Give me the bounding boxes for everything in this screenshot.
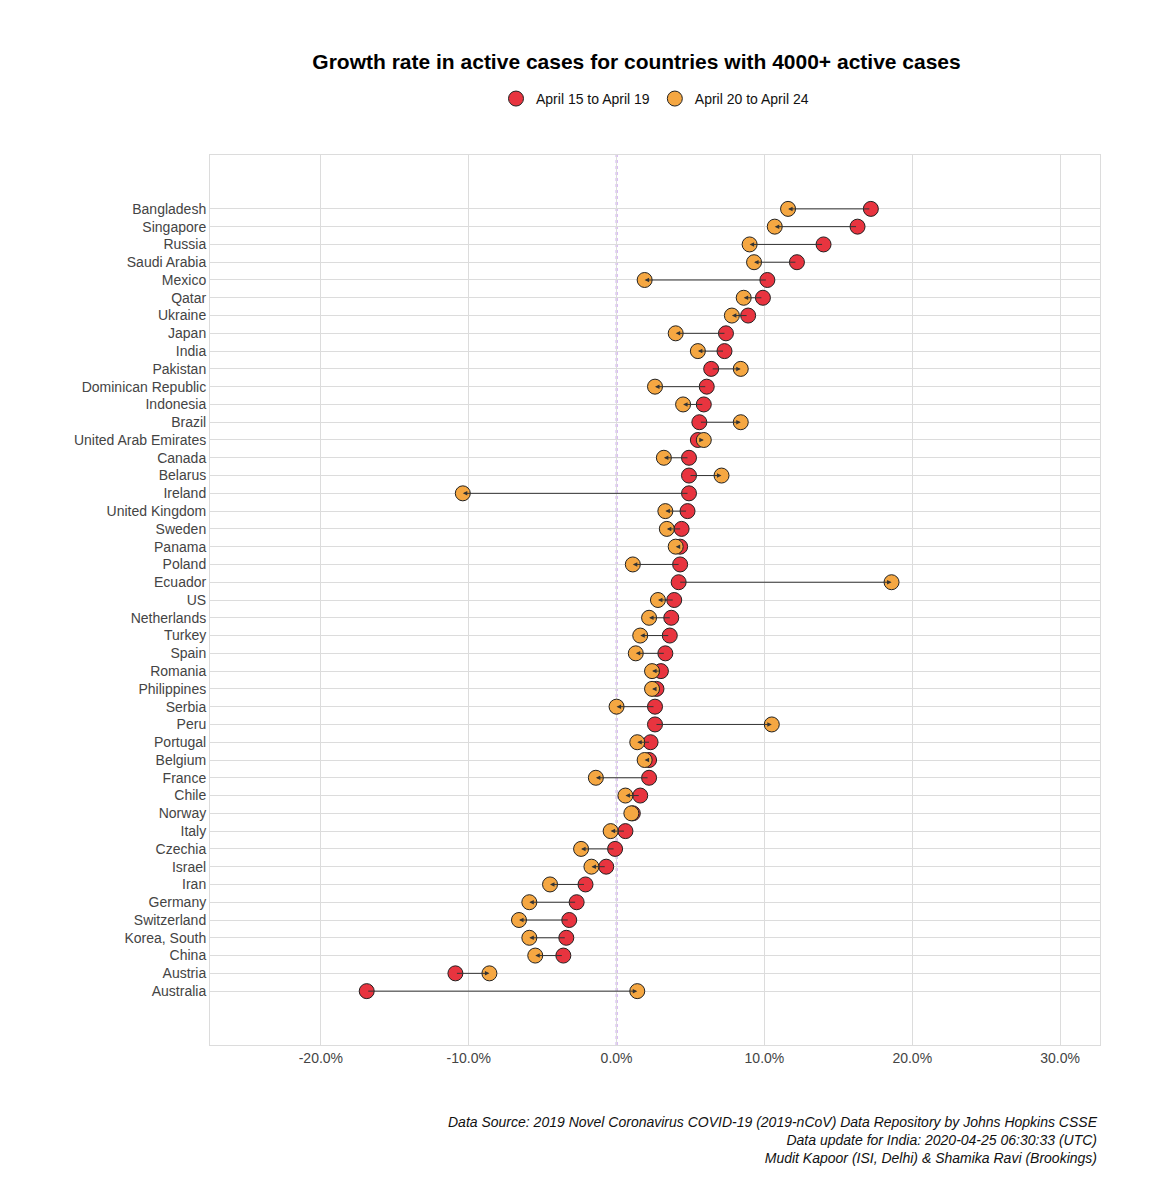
svg-text:India: India: [176, 343, 207, 359]
svg-text:Norway: Norway: [159, 805, 206, 821]
svg-text:Czechia: Czechia: [156, 841, 207, 857]
svg-text:Belgium: Belgium: [156, 752, 207, 768]
svg-text:Ecuador: Ecuador: [154, 574, 206, 590]
svg-text:10.0%: 10.0%: [745, 1050, 785, 1066]
svg-text:Iran: Iran: [182, 876, 206, 892]
svg-text:Belarus: Belarus: [159, 467, 206, 483]
svg-text:Portugal: Portugal: [154, 734, 206, 750]
svg-text:Bangladesh: Bangladesh: [132, 201, 206, 217]
svg-text:Serbia: Serbia: [166, 699, 207, 715]
svg-text:April 15 to April 19: April 15 to April 19: [536, 91, 650, 107]
svg-text:20.0%: 20.0%: [892, 1050, 932, 1066]
svg-text:-20.0%: -20.0%: [299, 1050, 343, 1066]
svg-text:Mexico: Mexico: [162, 272, 207, 288]
svg-text:Israel: Israel: [172, 859, 206, 875]
svg-text:Sweden: Sweden: [156, 521, 207, 537]
svg-text:Japan: Japan: [168, 325, 206, 341]
svg-text:Spain: Spain: [170, 645, 206, 661]
svg-text:Growth rate in active cases fo: Growth rate in active cases for countrie…: [312, 50, 960, 73]
svg-text:Dominican Republic: Dominican Republic: [82, 379, 207, 395]
svg-text:United Arab Emirates: United Arab Emirates: [74, 432, 206, 448]
svg-text:Data Source: 2019 Novel Corona: Data Source: 2019 Novel Coronavirus COVI…: [448, 1114, 1098, 1166]
svg-text:0.0%: 0.0%: [601, 1050, 633, 1066]
svg-text:30.0%: 30.0%: [1040, 1050, 1080, 1066]
svg-text:Ukraine: Ukraine: [158, 307, 206, 323]
svg-text:Australia: Australia: [152, 983, 207, 999]
svg-text:Singapore: Singapore: [142, 219, 206, 235]
svg-text:Switzerland: Switzerland: [134, 912, 206, 928]
svg-text:United Kingdom: United Kingdom: [107, 503, 207, 519]
svg-text:Romania: Romania: [150, 663, 206, 679]
svg-text:Panama: Panama: [154, 539, 206, 555]
svg-text:Ireland: Ireland: [163, 485, 206, 501]
svg-text:Italy: Italy: [181, 823, 207, 839]
svg-text:Poland: Poland: [163, 556, 207, 572]
svg-text:Russia: Russia: [163, 236, 206, 252]
svg-text:France: France: [163, 770, 207, 786]
svg-text:Indonesia: Indonesia: [145, 396, 206, 412]
svg-text:Qatar: Qatar: [171, 290, 206, 306]
svg-text:Austria: Austria: [163, 965, 207, 981]
svg-text:April 20 to April 24: April 20 to April 24: [695, 91, 809, 107]
svg-text:Korea, South: Korea, South: [124, 930, 206, 946]
svg-text:Pakistan: Pakistan: [152, 361, 206, 377]
svg-text:Netherlands: Netherlands: [131, 610, 207, 626]
svg-text:Philippines: Philippines: [138, 681, 206, 697]
svg-text:Turkey: Turkey: [164, 627, 206, 643]
svg-text:Germany: Germany: [149, 894, 207, 910]
svg-text:Brazil: Brazil: [171, 414, 206, 430]
svg-text:US: US: [187, 592, 206, 608]
svg-text:-10.0%: -10.0%: [447, 1050, 491, 1066]
svg-text:Saudi Arabia: Saudi Arabia: [127, 254, 207, 270]
svg-text:Peru: Peru: [177, 716, 207, 732]
svg-text:Canada: Canada: [157, 450, 206, 466]
svg-text:Chile: Chile: [174, 787, 206, 803]
svg-text:China: China: [170, 947, 207, 963]
